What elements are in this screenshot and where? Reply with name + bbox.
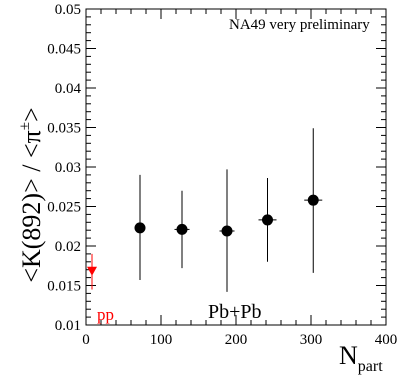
x-tick-label: 200 <box>225 332 248 348</box>
y-tick-label: 0.05 <box>55 2 81 18</box>
y-tick-label: 0.015 <box>47 279 81 295</box>
pp-data-point <box>87 266 97 276</box>
y-axis-label-sup: ± <box>17 122 33 130</box>
plot-frame <box>85 8 387 326</box>
y-axis-ticks: 0.01 0.015 0.02 0.025 0.03 0.035 0.04 0.045 0.05 <box>47 2 386 334</box>
data-point <box>176 223 188 235</box>
x-axis-label-main: N <box>339 341 358 370</box>
error-bars <box>91 128 323 292</box>
x-axis-label-sub: part <box>358 358 383 375</box>
y-axis-label-main: <K(892)> / <π <box>17 130 46 282</box>
preliminary-label: NA49 very preliminary <box>229 17 370 33</box>
y-tick-label: 0.045 <box>47 42 81 58</box>
y-axis-label-end: > <box>17 107 46 122</box>
y-axis-label: <K(892)> / <π±> <box>17 107 46 282</box>
x-axis-label: Npart <box>339 341 383 375</box>
y-tick-label: 0.04 <box>55 81 82 97</box>
y-tick-label: 0.035 <box>47 121 81 137</box>
y-tick-label: 0.025 <box>47 200 81 216</box>
plot-area-border <box>85 8 387 326</box>
y-tick-label: 0.03 <box>55 160 81 176</box>
y-tick-label: 0.01 <box>55 318 81 334</box>
y-tick-label: 0.02 <box>55 239 81 255</box>
data-markers <box>87 194 319 276</box>
data-point <box>221 225 233 237</box>
x-tick-label: 400 <box>375 332 398 348</box>
x-axis-ticks: 0 100 200 300 400 <box>82 9 397 348</box>
x-tick-label: 300 <box>300 332 323 348</box>
x-tick-label: 0 <box>82 332 90 348</box>
data-point <box>262 214 273 226</box>
system-label: Pb+Pb <box>208 301 262 323</box>
x-tick-label: 100 <box>150 332 173 348</box>
data-point <box>307 194 319 206</box>
data-point <box>134 222 146 234</box>
pp-label: pp <box>97 305 114 324</box>
